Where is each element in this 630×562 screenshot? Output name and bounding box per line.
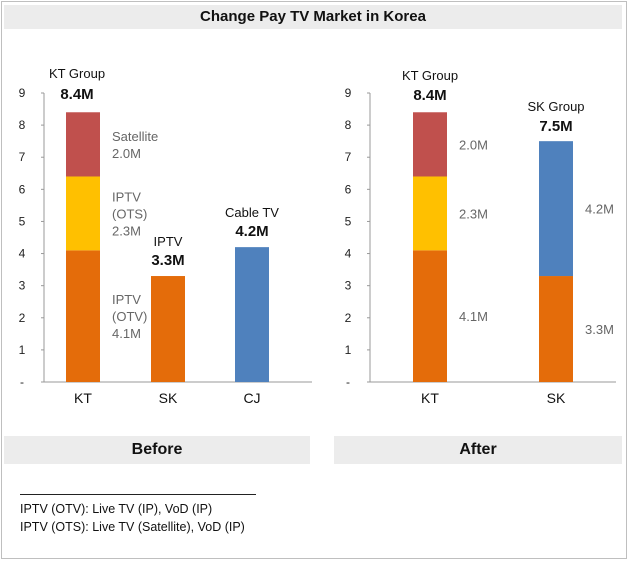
before-y-tick-label: 5	[19, 214, 26, 228]
before-data-label: IPTV	[112, 189, 141, 204]
footnote-otv: IPTV (OTV): Live TV (IP), VoD (IP)	[20, 502, 213, 516]
before-y-tick-label: 7	[19, 150, 26, 164]
before-category-label: SK	[159, 390, 178, 406]
before-data-label: IPTV	[112, 292, 141, 307]
footnote-divider	[20, 494, 256, 495]
before-y-tick-label: 9	[19, 86, 26, 100]
before-y-tick-label: 6	[19, 182, 26, 196]
before-y-tick-label: 8	[19, 118, 26, 132]
after-y-tick-label: 5	[345, 214, 352, 228]
before-data-label: 2.3M	[112, 223, 141, 238]
after-group-total: 7.5M	[539, 118, 572, 135]
after-y-tick-label: 3	[345, 279, 352, 293]
after-y-tick-label: 9	[345, 86, 352, 100]
after-y-tick-label: 1	[345, 343, 352, 357]
after-category-label: SK	[547, 390, 566, 406]
after-y-tick-label: 7	[345, 150, 352, 164]
before-data-label: (OTS)	[112, 206, 147, 221]
before-group-total: 4.2M	[235, 223, 268, 240]
after-bar-iptv_otv	[539, 276, 573, 382]
before-data-label: (OTV)	[112, 309, 147, 324]
before-bar-satellite	[66, 112, 100, 177]
before-bar-iptv_otv	[151, 276, 185, 382]
after-data-label: 4.1M	[459, 309, 488, 324]
before-data-label: 4.1M	[112, 326, 141, 341]
before-bar-iptv_ots	[66, 176, 100, 251]
after-y-tick-label: 6	[345, 182, 352, 196]
before-bar-cable	[235, 247, 269, 382]
after-data-label: 2.0M	[459, 137, 488, 152]
before-data-label: 2.0M	[112, 146, 141, 161]
chart-title: Change Pay TV Market in Korea	[4, 5, 622, 29]
after-data-label: 2.3M	[459, 206, 488, 221]
after-category-label: KT	[421, 390, 439, 406]
section-label-after: After	[334, 436, 622, 464]
before-group-name: IPTV	[154, 234, 183, 249]
before-category-label: CJ	[243, 390, 260, 406]
before-group-total: 8.4M	[60, 86, 93, 103]
before-y-tick-label: 4	[19, 247, 26, 261]
before-group-name: Cable TV	[225, 205, 279, 220]
after-y-tick-label: 4	[345, 247, 352, 261]
after-data-label: 3.3M	[585, 322, 614, 337]
before-y-tick-label: 1	[19, 343, 26, 357]
after-data-label: 4.2M	[585, 202, 614, 217]
before-y-tick-label: -	[20, 375, 24, 389]
before-y-tick-label: 3	[19, 279, 26, 293]
before-group-name: KT Group	[49, 66, 105, 81]
after-group-name: SK Group	[527, 99, 584, 114]
after-y-tick-label: -	[346, 375, 350, 389]
after-bar-iptv_otv	[413, 250, 447, 382]
after-bar-cable	[539, 141, 573, 277]
footnote-ots: IPTV (OTS): Live TV (Satellite), VoD (IP…	[20, 520, 245, 534]
before-group-total: 3.3M	[151, 252, 184, 269]
after-y-tick-label: 2	[345, 311, 352, 325]
after-y-tick-label: 8	[345, 118, 352, 132]
before-category-label: KT	[74, 390, 92, 406]
after-bar-iptv_ots	[413, 176, 447, 251]
after-group-total: 8.4M	[413, 87, 446, 104]
before-y-tick-label: 2	[19, 311, 26, 325]
after-bar-satellite	[413, 112, 447, 177]
after-group-name: KT Group	[402, 68, 458, 83]
before-data-label: Satellite	[112, 129, 158, 144]
before-bar-iptv_otv	[66, 250, 100, 382]
section-label-before: Before	[4, 436, 310, 464]
